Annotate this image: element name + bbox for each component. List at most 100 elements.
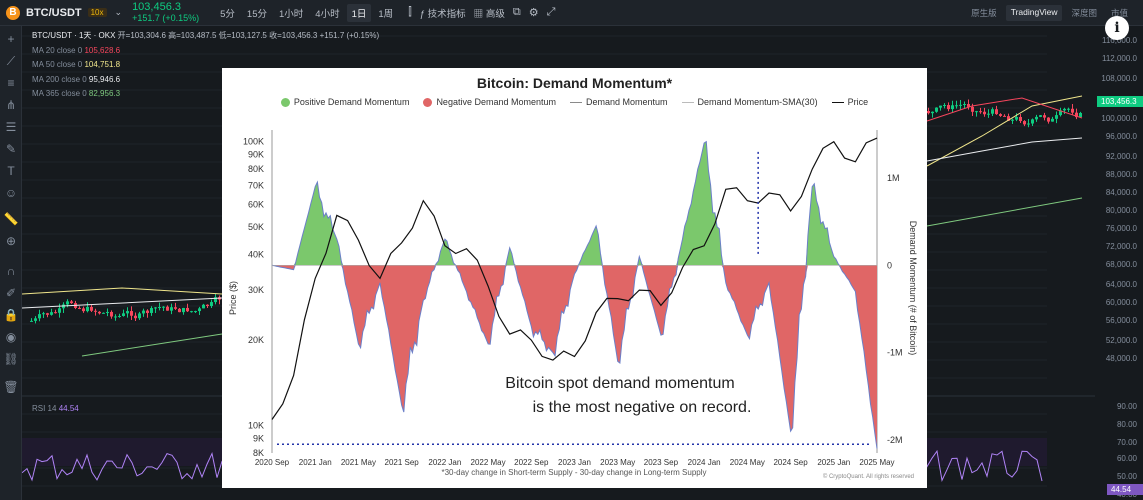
- legend-ohlc: 开=103,304.6 高=103,487.5 低=103,127.5 收=10…: [117, 31, 380, 40]
- y-right-tick: -1M: [887, 348, 903, 358]
- y-right-tick: 1M: [887, 173, 900, 183]
- legend-title: BTC/USDT · 1天 · OKX: [32, 31, 116, 40]
- candle: [86, 306, 89, 312]
- candle: [54, 312, 57, 314]
- trendline-icon[interactable]: ⟋: [6, 54, 16, 68]
- demand-momentum-line: [271, 140, 878, 449]
- x-tick: 2021 Jan: [299, 458, 332, 467]
- ma-row: MA 50 close 0 104,751.8: [32, 58, 379, 73]
- rsi-value-label: 44.54: [1107, 484, 1143, 495]
- chevron-down-icon[interactable]: ⌄: [114, 7, 123, 17]
- trash-icon[interactable]: 🗑: [3, 380, 19, 394]
- candle: [138, 313, 141, 319]
- candle: [50, 312, 53, 315]
- figure-legend-label: Negative Demand Momentum: [436, 97, 556, 107]
- pitchfork-icon[interactable]: ⋔: [5, 98, 17, 112]
- candle: [210, 302, 213, 306]
- candle: [198, 308, 201, 312]
- ma-label: MA 365 close 0: [32, 89, 89, 98]
- magnet-icon[interactable]: ∩: [6, 264, 16, 278]
- candle-type-icon[interactable]: ⫿: [408, 6, 412, 18]
- positive-momentum-area: [272, 141, 877, 266]
- candle: [98, 311, 101, 314]
- rsi-value: 44.54: [58, 404, 79, 413]
- figure-legend-label: Positive Demand Momentum: [293, 97, 410, 107]
- price-axis-label: 92,000.0: [1105, 152, 1137, 161]
- interval-tab-4[interactable]: 1日: [346, 3, 372, 22]
- candle: [1039, 115, 1042, 117]
- settings-icon[interactable]: ⚙: [528, 7, 539, 19]
- eye-icon[interactable]: ◉: [5, 330, 17, 344]
- advanced-button[interactable]: ▦ 高级: [473, 8, 505, 20]
- info-icon[interactable]: i: [1105, 16, 1129, 40]
- view-tab-0[interactable]: 原生版: [971, 8, 997, 18]
- x-tick: 2022 May: [471, 458, 506, 467]
- keep-drawing-icon[interactable]: ✐: [5, 286, 17, 300]
- candle: [58, 308, 61, 313]
- candle: [1059, 110, 1062, 116]
- candle: [935, 107, 938, 112]
- interval-tab-5[interactable]: 1周: [378, 8, 394, 20]
- y-left-tick: 70K: [248, 181, 264, 191]
- demand-momentum-plot: 100K 90K 80K 70K 60K 50K 40K 30K 20K 10K 9K 8K 1M 0 -1…: [228, 130, 918, 480]
- candle: [166, 306, 169, 311]
- candle: [214, 297, 217, 303]
- candle: [979, 111, 982, 113]
- emoji-icon[interactable]: ☺: [4, 186, 18, 200]
- fib-icon[interactable]: ☰: [5, 120, 17, 134]
- interval-tabs: 5分 15分 1小时 4小时 1日 1周: [215, 3, 398, 22]
- price-axis-label: 80.00: [1116, 420, 1137, 429]
- candle: [1079, 112, 1082, 118]
- candle: [1023, 121, 1026, 125]
- ma50-line-right: [926, 95, 1083, 167]
- view-tab-1[interactable]: TradingView: [1005, 5, 1063, 21]
- price-axis[interactable]: 116,000.0 112,000.0 108,000.0 100,000.0 96,0…: [1095, 26, 1143, 500]
- x-tick: 2021 May: [341, 458, 376, 467]
- candle: [1043, 115, 1046, 118]
- y-right-tick: 0: [887, 260, 892, 270]
- zoom-icon[interactable]: ⊕: [5, 234, 17, 248]
- candle: [1003, 115, 1006, 117]
- candle: [995, 109, 998, 115]
- candle: [951, 105, 954, 110]
- candle: [1075, 112, 1078, 118]
- figure-legend-item: Positive Demand Momentum: [280, 97, 410, 107]
- symbol-selector[interactable]: BTC/USDT: [26, 6, 82, 19]
- candle: [38, 314, 41, 319]
- lock-icon[interactable]: 🔒: [3, 308, 19, 322]
- annotation-line-2: is the most negative on record.: [533, 399, 752, 416]
- candle: [1019, 116, 1022, 122]
- crosshair-icon[interactable]: +: [7, 32, 15, 46]
- y-left-tick: 90K: [248, 150, 264, 160]
- price-axis-label: 76,000.0: [1105, 224, 1137, 233]
- candle: [154, 307, 157, 309]
- interval-tab-1[interactable]: 15分: [246, 8, 267, 20]
- ma-label: MA 50 close 0: [32, 60, 85, 69]
- ruler-icon[interactable]: 📏: [3, 212, 19, 226]
- text-icon[interactable]: T: [7, 164, 15, 178]
- interval-tab-2[interactable]: 1小时: [279, 8, 304, 20]
- fullscreen-icon[interactable]: ⤢: [546, 6, 556, 18]
- view-tab-2[interactable]: 深度图: [1071, 8, 1097, 18]
- horizontal-line-icon[interactable]: ≡: [7, 76, 15, 90]
- candle: [90, 306, 93, 311]
- candle: [983, 111, 986, 115]
- link-icon[interactable]: ⛓: [3, 352, 19, 366]
- interval-tab-3[interactable]: 4小时: [315, 8, 340, 20]
- price-axis-label: 50.00: [1116, 472, 1137, 481]
- candle: [1031, 119, 1034, 124]
- view-tab-3[interactable]: 市值: [1110, 8, 1128, 18]
- candle: [1027, 123, 1030, 125]
- y-left-tick: 30K: [248, 285, 264, 295]
- candle: [194, 311, 197, 313]
- screenshot-icon[interactable]: ⧉: [512, 6, 521, 18]
- ma-value: 82,956.3: [88, 89, 121, 98]
- price-axis-label: 70.00: [1116, 438, 1137, 447]
- drawing-toolbar: + ⟋ ≡ ⋔ ☰ ✎ T ☺ 📏 ⊕ ∩ ✐ 🔒 ◉ ⛓ 🗑: [0, 26, 22, 500]
- brush-icon[interactable]: ✎: [5, 142, 17, 156]
- indicators-button[interactable]: ƒ 技术指标: [419, 8, 466, 20]
- y-left-tick: 80K: [248, 164, 264, 174]
- ma-row: MA 365 close 0 82,956.3: [32, 87, 379, 102]
- interval-tab-0[interactable]: 5分: [220, 8, 235, 20]
- candle: [70, 301, 73, 304]
